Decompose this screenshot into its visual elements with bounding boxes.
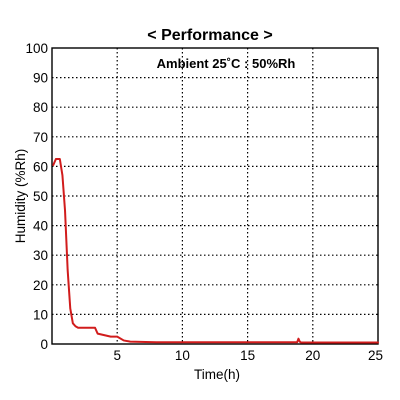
x-tick-label: 10	[175, 348, 190, 363]
y-tick-label: 40	[33, 219, 48, 234]
plot-frame	[51, 47, 379, 345]
y-tick-label: 80	[33, 100, 48, 115]
y-tick-label: 50	[33, 189, 48, 204]
y-tick-label: 60	[33, 159, 48, 174]
x-axis-label: Time(h)	[194, 367, 240, 382]
grid-lines	[52, 48, 378, 344]
x-tick-label: 20	[305, 348, 320, 363]
y-tick-label: 20	[33, 278, 48, 293]
series-line-humidity	[52, 158, 379, 344]
x-tick-label: 25	[368, 348, 383, 363]
y-tick-label: 10	[33, 307, 48, 322]
y-tick-label: 90	[33, 71, 48, 86]
series-layer	[52, 158, 379, 344]
y-tick-label: 70	[33, 130, 48, 145]
x-tick-label: 15	[240, 348, 255, 363]
chart-annotation: Ambient 25˚C : 50%Rh	[157, 56, 296, 71]
y-tick-label: 100	[25, 41, 48, 56]
y-tick-label: 30	[33, 248, 48, 263]
x-tick-label: 5	[113, 348, 121, 363]
chart-title: < Performance >	[147, 27, 272, 44]
y-tick-label: 0	[40, 337, 48, 352]
y-axis-label: Humidity (%Rh)	[13, 149, 28, 244]
y-tick-labels: 0 10 20 30 40 50 60 70 80 90 100	[25, 41, 48, 352]
x-tick-labels: 5 10 15 20 25	[113, 348, 383, 363]
